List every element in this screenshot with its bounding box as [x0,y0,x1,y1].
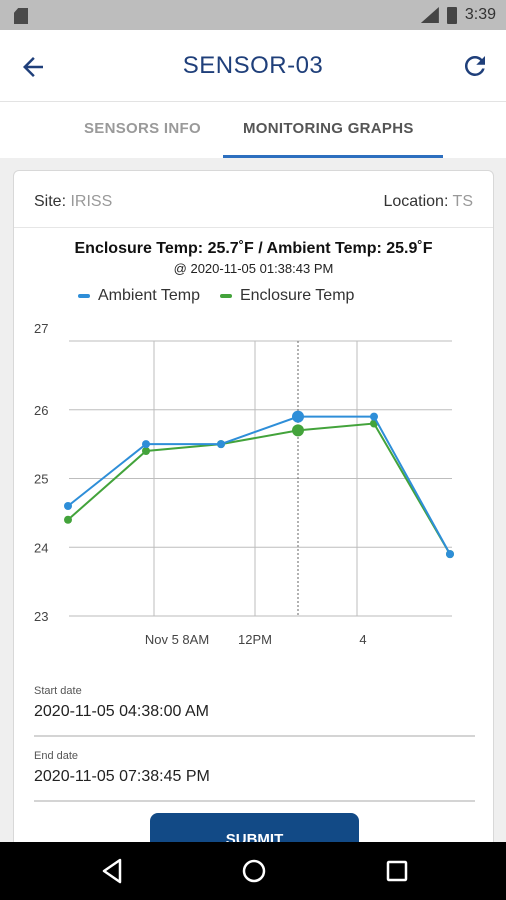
sd-card-icon [14,8,28,24]
end-date-field[interactable]: End date 2020-11-05 07:38:45 PM [34,750,475,802]
nav-recents-icon[interactable] [385,858,409,884]
site-value: IRISS [70,193,113,210]
legend-item-ambient[interactable]: Ambient Temp [78,287,200,305]
clock: 3:39 [464,6,496,23]
location-value: TS [452,193,473,210]
data-point[interactable] [446,550,454,559]
start-date-label: Start date [34,685,82,697]
series-line-ambient-temp [67,415,451,555]
series-line-enclosure-temp [67,422,451,555]
status-bar: 3:39 [0,0,506,30]
data-point[interactable] [217,440,225,449]
divider [14,227,493,228]
data-point[interactable] [142,447,150,455]
end-date-label: End date [34,750,79,762]
monitoring-card: Site: IRISS Location: TS Enclosure Temp:… [13,170,494,873]
battery-icon [446,6,457,24]
start-date-value[interactable]: 2020-11-05 04:38:00 AM [34,703,209,720]
signal-icon [420,7,439,23]
legend-ambient-label: Ambient Temp [98,287,200,304]
legend-enclosure-swatch [219,294,232,298]
page-title: SENSOR-03 [182,52,324,79]
system-nav-bar [0,842,506,900]
app-bar: SENSOR-03 [0,30,506,102]
chart-title: Enclosure Temp: 25.7˚F / Ambient Temp: 2… [74,240,433,257]
nav-back-icon[interactable] [100,858,124,884]
temperature-line-chart[interactable]: 27 26 25 24 23 Nov 5 8AM 12PM 4 [14,311,493,651]
y-tick-label: 26 [34,403,48,418]
x-tick-label: 4 [359,632,366,647]
back-arrow-icon[interactable] [18,52,48,82]
start-date-underline [34,735,475,737]
legend-enclosure-label: Enclosure Temp [239,287,355,304]
nav-home-icon[interactable] [241,858,267,884]
data-point[interactable] [292,410,304,423]
refresh-icon[interactable] [460,51,490,81]
x-tick-label: Nov 5 8AM [145,632,209,647]
chart-subtitle: @ 2020-11-05 01:38:43 PM [173,261,334,276]
data-point[interactable] [64,515,72,524]
start-date-field[interactable]: Start date 2020-11-05 04:38:00 AM [34,685,475,737]
legend-ambient-swatch [78,294,90,298]
tab-sensors-info[interactable]: SENSORS INFO [84,120,201,137]
chart-legend: Ambient Temp Enclosure Temp [78,287,354,305]
tab-bar: SENSORS INFO MONITORING GRAPHS [0,102,506,158]
end-date-value[interactable]: 2020-11-05 07:38:45 PM [34,768,210,785]
y-tick-label: 23 [34,609,48,624]
y-tick-label: 24 [34,540,48,555]
end-date-underline [34,800,475,802]
location-label: Location: [383,193,449,210]
site-info: Site: IRISS [34,193,112,211]
tab-indicator [223,155,443,158]
y-tick-label: 25 [34,472,48,487]
data-point[interactable] [64,502,72,510]
y-tick-label: 27 [34,321,48,336]
data-point[interactable] [142,440,150,449]
site-label: Site: [34,193,67,210]
location-info: Location: TS [383,193,473,211]
data-point[interactable] [370,412,378,421]
legend-item-enclosure[interactable]: Enclosure Temp [219,287,355,305]
data-point[interactable] [292,424,304,437]
tab-monitoring-graphs[interactable]: MONITORING GRAPHS [243,120,414,137]
x-tick-label: 12PM [238,632,272,647]
